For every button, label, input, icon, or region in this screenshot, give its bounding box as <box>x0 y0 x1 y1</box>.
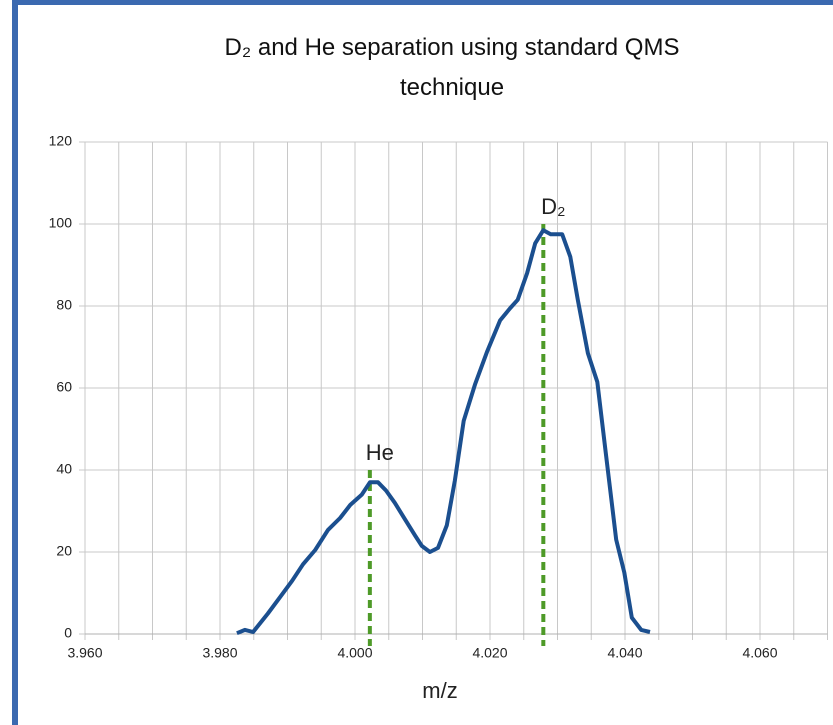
x-tick-label: 4.020 <box>472 645 507 661</box>
x-tick-label: 4.040 <box>607 645 642 661</box>
x-tick-label: 4.060 <box>742 645 777 661</box>
frame <box>12 0 833 725</box>
annotation: He <box>366 440 394 465</box>
x-axis-label: m/z <box>422 678 457 703</box>
y-tick-label: 40 <box>56 461 72 477</box>
annotation: D₂ <box>541 194 565 219</box>
chart-title: D₂ and He separation using standard QMS … <box>224 34 680 101</box>
y-tick-label: 0 <box>64 625 72 641</box>
line-series <box>236 228 651 636</box>
x-tick-label: 4.000 <box>337 645 372 661</box>
y-tick-label: 120 <box>49 133 73 149</box>
y-tick-label: 60 <box>56 379 72 395</box>
x-tick-label: 3.960 <box>67 645 102 661</box>
y-tick-label: 20 <box>56 543 72 559</box>
x-tick-label: 3.980 <box>202 645 237 661</box>
y-tick-label: 80 <box>56 297 72 313</box>
y-tick-label: 100 <box>49 215 73 231</box>
